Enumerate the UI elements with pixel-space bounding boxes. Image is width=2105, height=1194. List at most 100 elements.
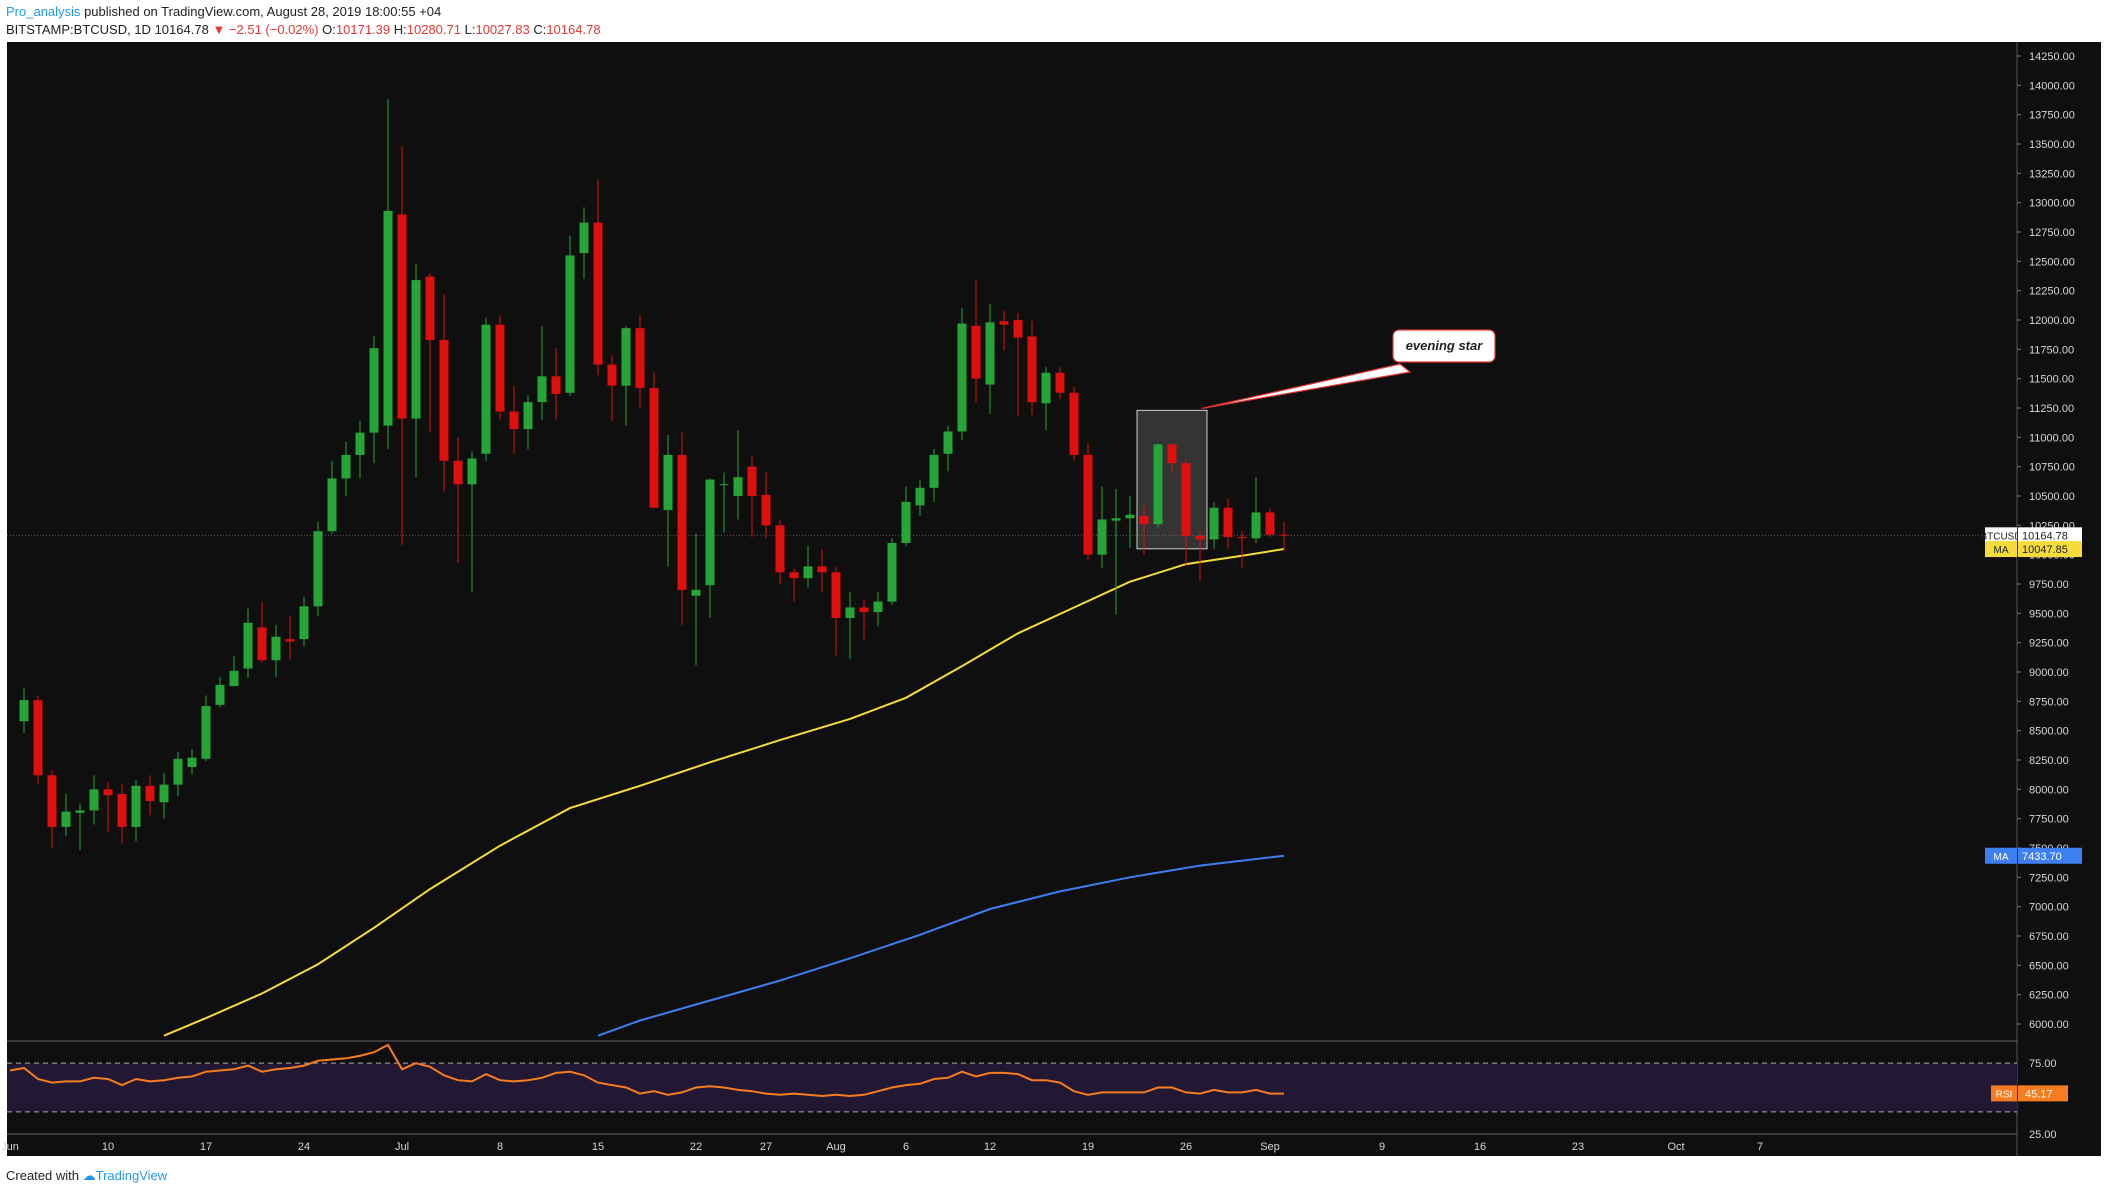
candle[interactable]: [159, 772, 169, 819]
candle[interactable]: [285, 615, 295, 661]
candle[interactable]: [1041, 366, 1051, 431]
candle[interactable]: [117, 784, 127, 844]
candle[interactable]: [33, 695, 43, 784]
candle[interactable]: [537, 325, 547, 420]
candle[interactable]: [1167, 443, 1177, 473]
pattern-highlight-box[interactable]: [1136, 409, 1208, 550]
candle[interactable]: [467, 451, 477, 593]
candle[interactable]: [607, 355, 617, 421]
candle[interactable]: [1069, 386, 1079, 461]
candle[interactable]: [1209, 501, 1219, 549]
candle[interactable]: [145, 775, 155, 816]
candle[interactable]: [481, 317, 491, 461]
candle[interactable]: [957, 308, 967, 440]
candle[interactable]: [915, 479, 925, 516]
candle[interactable]: [1265, 507, 1275, 538]
callout-box[interactable]: [1392, 329, 1496, 363]
candle[interactable]: [705, 478, 715, 619]
candle[interactable]: [271, 625, 281, 677]
candle[interactable]: [831, 566, 841, 656]
candle[interactable]: [719, 472, 729, 533]
candle[interactable]: [215, 676, 225, 708]
candle[interactable]: [1111, 488, 1121, 615]
candle[interactable]: [47, 770, 57, 848]
candle[interactable]: [691, 533, 701, 665]
candle[interactable]: [1153, 443, 1163, 528]
candle[interactable]: [1139, 505, 1149, 555]
candle[interactable]: [257, 601, 267, 663]
candle[interactable]: [397, 146, 407, 546]
candle[interactable]: [327, 460, 337, 534]
candle[interactable]: [243, 608, 253, 678]
candle[interactable]: [971, 280, 981, 403]
candle[interactable]: [61, 794, 71, 837]
candle[interactable]: [1125, 496, 1135, 548]
publish-info: published on TradingView.com, August 28,…: [84, 4, 442, 19]
candle[interactable]: [929, 449, 939, 502]
candle[interactable]: [1251, 477, 1261, 543]
candle[interactable]: [999, 310, 1009, 351]
candle[interactable]: [1195, 531, 1205, 581]
candle[interactable]: [341, 442, 351, 496]
candle[interactable]: [733, 430, 743, 520]
candle[interactable]: [775, 519, 785, 584]
candle[interactable]: [75, 803, 85, 851]
candle[interactable]: [453, 437, 463, 563]
candle[interactable]: [495, 315, 505, 420]
candle[interactable]: [943, 425, 953, 472]
candle[interactable]: [803, 545, 813, 588]
candle[interactable]: [901, 486, 911, 547]
candle[interactable]: [1279, 521, 1289, 552]
candle[interactable]: [677, 432, 687, 626]
candle[interactable]: [1223, 498, 1233, 549]
candle[interactable]: [425, 273, 435, 432]
candle-body: [593, 222, 603, 365]
candle[interactable]: [1237, 531, 1247, 568]
candle[interactable]: [299, 596, 309, 647]
tradingview-brand-link[interactable]: TradingView: [95, 1168, 168, 1183]
candle[interactable]: [523, 395, 533, 450]
candle[interactable]: [1027, 321, 1037, 416]
candle[interactable]: [1181, 458, 1191, 567]
candle[interactable]: [1083, 443, 1093, 561]
candle[interactable]: [439, 294, 449, 492]
candle[interactable]: [173, 751, 183, 797]
candle[interactable]: [355, 420, 365, 479]
candle[interactable]: [411, 263, 421, 478]
candle[interactable]: [817, 549, 827, 593]
author-link[interactable]: Pro_analysis: [6, 4, 81, 19]
candle[interactable]: [509, 385, 519, 454]
candle[interactable]: [369, 336, 379, 464]
candle[interactable]: [103, 782, 113, 832]
candle[interactable]: [593, 179, 603, 376]
candle[interactable]: [845, 592, 855, 660]
candle[interactable]: [1013, 312, 1023, 417]
candle[interactable]: [1055, 366, 1065, 399]
candle[interactable]: [747, 456, 757, 538]
candle[interactable]: [761, 472, 771, 539]
candle[interactable]: [579, 207, 589, 279]
candle[interactable]: [621, 325, 631, 426]
candle[interactable]: [887, 538, 897, 606]
candle-body: [1195, 535, 1205, 540]
candle[interactable]: [383, 99, 393, 450]
candle[interactable]: [19, 688, 29, 734]
candle[interactable]: [985, 303, 995, 414]
candle[interactable]: [859, 599, 869, 641]
candle[interactable]: [663, 434, 673, 567]
candle[interactable]: [89, 775, 99, 825]
candle[interactable]: [313, 521, 323, 616]
candle[interactable]: [201, 695, 211, 762]
candle[interactable]: [649, 372, 659, 508]
candle[interactable]: [551, 348, 561, 420]
candle[interactable]: [229, 655, 239, 687]
candle[interactable]: [1097, 486, 1107, 568]
candle[interactable]: [131, 779, 141, 841]
candle[interactable]: [789, 568, 799, 602]
candle[interactable]: [873, 592, 883, 627]
candle[interactable]: [187, 749, 197, 775]
candle-body: [313, 531, 323, 607]
candle[interactable]: [635, 315, 645, 408]
candle[interactable]: [565, 235, 575, 397]
